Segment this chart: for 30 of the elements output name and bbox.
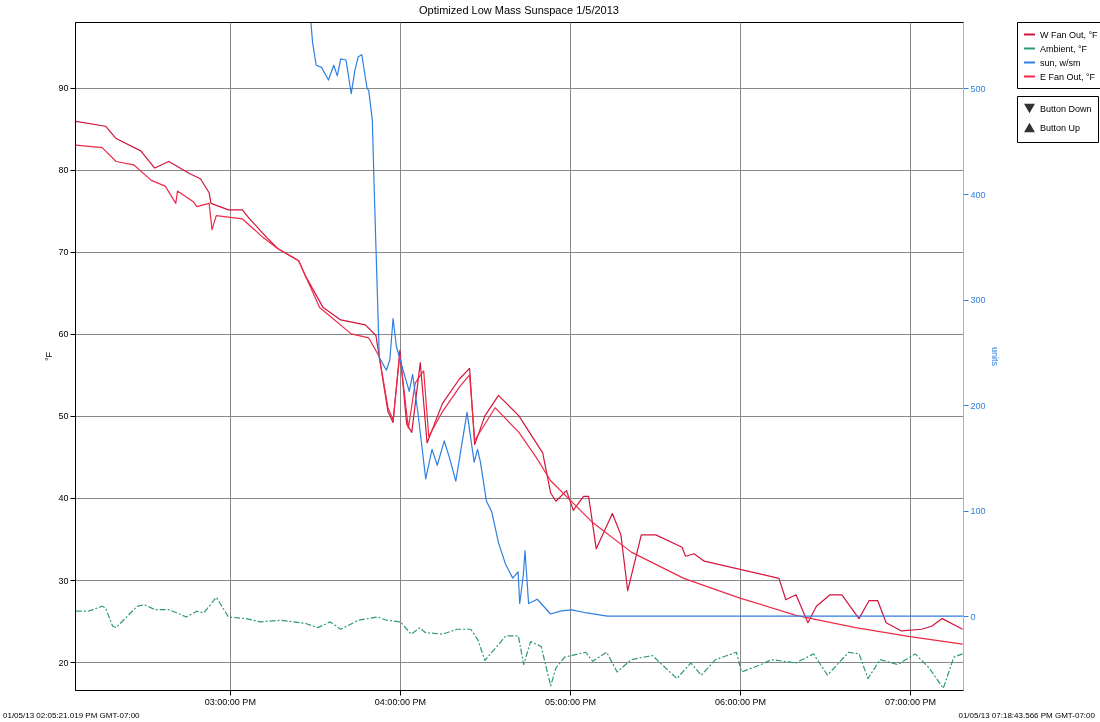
x-tick-label: 06:00:00 PM (714, 696, 766, 707)
legend-label: Ambient, °F (1040, 43, 1088, 54)
x-tick-label: 07:00:00 PM (884, 696, 936, 707)
y2-axis-title: units (989, 346, 1000, 367)
y-tick-label: 80 (58, 165, 69, 176)
text: 01/05/13 07:18:43.566 PM GMT-07:00 (958, 711, 1096, 720)
y2-tick-label: 0 (970, 611, 976, 622)
y-tick-label: 70 (58, 247, 69, 258)
legend-label: Button Up (1040, 122, 1081, 133)
x-tick-label: 04:00:00 PM (374, 696, 426, 707)
y-tick-label: 30 (58, 575, 69, 586)
x-tick-label: 03:00:00 PM (204, 696, 256, 707)
y-tick-label: 90 (58, 83, 69, 94)
y2-tick-label: 400 (970, 189, 986, 200)
y2-tick-label: 100 (970, 506, 986, 517)
text: 01/05/13 02:05:21.019 PM GMT-07:00 (3, 711, 141, 720)
y2-tick-label: 200 (970, 400, 986, 411)
y-axis-title: °F (44, 351, 55, 362)
y-tick-label: 50 (58, 411, 69, 422)
y-tick-label: 40 (58, 493, 69, 504)
legend-label: W Fan Out, °F (1040, 29, 1099, 40)
y-tick-label: 60 (58, 329, 69, 340)
y-tick-label: 20 (58, 657, 69, 668)
y2-tick-label: 500 (970, 83, 986, 94)
legend-label: sun, w/sm (1040, 57, 1081, 68)
chart-title: Optimized Low Mass Sunspace 1/5/2013 (419, 3, 619, 16)
legend-label: E Fan Out, °F (1040, 71, 1096, 82)
x-tick-label: 05:00:00 PM (544, 696, 596, 707)
y2-tick-label: 300 (970, 295, 986, 306)
legend-label: Button Down (1040, 103, 1092, 114)
